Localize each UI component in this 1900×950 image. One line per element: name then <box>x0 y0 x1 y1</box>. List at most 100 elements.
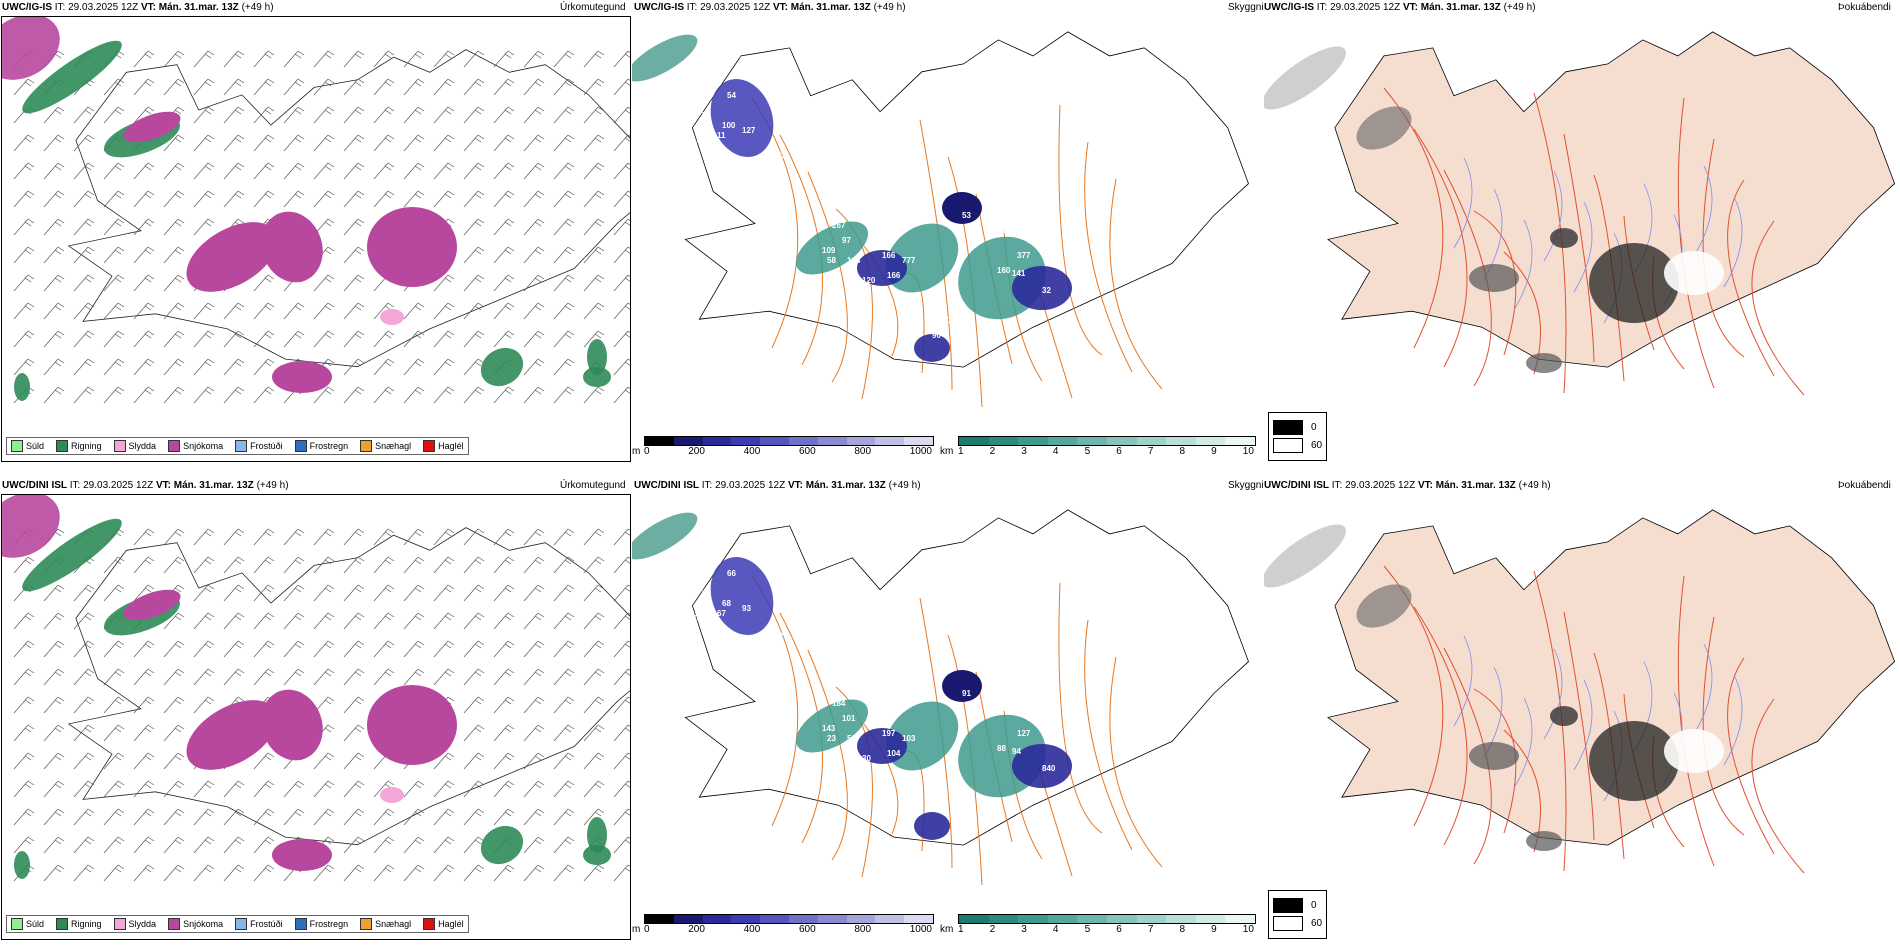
legend-label: Haglél <box>438 919 464 929</box>
panel-variable-label: Þokuábendi <box>1838 480 1891 491</box>
colorbar-ticks: 1 2 3 4 5 6 7 8 9 10 <box>958 924 1254 935</box>
colorbar-tick: 400 <box>743 924 761 935</box>
fog-legend-swatch <box>1273 898 1303 913</box>
fog-index-map <box>1264 31 1896 396</box>
panel-variable-label: Úrkomutegund <box>560 2 626 13</box>
cloud-base-label: 78 <box>702 111 711 120</box>
cloud-base-label: 361 <box>752 171 766 180</box>
legend-item: Haglél <box>423 918 464 930</box>
legend-swatch <box>235 918 248 930</box>
legend-label: Súld <box>26 919 45 929</box>
cloud-base-label: 103 <box>902 734 916 743</box>
cloud-base-label: 673 <box>772 151 786 160</box>
cloud-base-label: 109 <box>822 246 836 255</box>
cloud-visibility-panel: UWC/IG-IS IT: 29.03.2025 12Z VT: Mán. 31… <box>632 0 1264 472</box>
colorbar-unit: m <box>632 924 641 935</box>
legend-label: Súld <box>26 441 45 451</box>
cloud-base-label: 88 <box>997 744 1006 753</box>
cloud-base-label: 840 <box>1042 764 1056 773</box>
colorbar-gradient <box>644 914 934 924</box>
cloud-base-label: 91 <box>962 689 971 698</box>
colorbar-tick: 10 <box>1242 446 1254 457</box>
legend-swatch <box>168 440 181 452</box>
fog-index-panel: UWC/IG-IS IT: 29.03.2025 12Z VT: Mán. 31… <box>1264 0 1900 472</box>
legend-item: Súld <box>11 918 44 930</box>
cloud-base-label: 23 <box>827 734 836 743</box>
cloud-base-label: 377 <box>1017 251 1031 260</box>
legend-swatch <box>235 440 248 452</box>
cloud-base-label: 58 <box>827 256 836 265</box>
legend-swatch <box>113 918 126 930</box>
colorbar-tick: 5 <box>1084 924 1091 935</box>
colorbar-ticks: 0 200 400 600 800 1000 <box>644 446 932 457</box>
colorbar-tick: 5 <box>1084 446 1091 457</box>
colorbar-gradient <box>958 436 1256 446</box>
colorbar-tick: 4 <box>1052 924 1059 935</box>
legend-label: Snæhagl <box>375 919 412 929</box>
legend-item: Frostregn <box>294 440 348 452</box>
legend-swatch <box>168 918 181 930</box>
cloud-base-label: 30 <box>862 754 871 763</box>
fog-legend: 0 60 <box>1268 890 1328 939</box>
colorbar-tick: 4 <box>1052 446 1059 457</box>
legend-item: Frostúði <box>235 918 283 930</box>
fog-index-panel: UWC/DINI ISL IT: 29.03.2025 12Z VT: Mán.… <box>1264 478 1900 950</box>
cloud-base-label: 105 <box>692 136 706 145</box>
cloud-base-label: 120 <box>862 276 876 285</box>
legend-label: Slydda <box>128 919 157 929</box>
panel-title: UWC/DINI ISL IT: 29.03.2025 12Z VT: Mán.… <box>634 480 921 491</box>
cloud-base-label: 166 <box>882 251 896 260</box>
colorbar-tick: 10 <box>1242 924 1254 935</box>
panel-title: UWC/IG-IS IT: 29.03.2025 12Z VT: Mán. 31… <box>1264 2 1536 13</box>
fog-legend-item: 60 <box>1273 916 1322 931</box>
colorbar-unit: km <box>940 924 954 935</box>
precip-type-panel: UWC/IG-IS IT: 29.03.2025 12Z VT: Mán. 31… <box>0 0 632 472</box>
legend-swatch <box>113 440 126 452</box>
cloud-base-label: 143 <box>822 724 836 733</box>
cloud-base-label: 146 <box>1027 236 1041 245</box>
fog-legend-label: 60 <box>1311 918 1323 929</box>
colorbar-gradient <box>644 436 934 446</box>
legend-label: Snæhagl <box>375 441 412 451</box>
colorbar-tick: 400 <box>743 446 761 457</box>
colorbar-tick: 6 <box>1116 924 1122 935</box>
cloud-base-label: 66 <box>727 569 736 578</box>
colorbar-tick: 8 <box>1179 924 1186 935</box>
legend-item: Rigning <box>56 440 102 452</box>
precip-legend: Súld Rigning Slydda Snjókoma Frostúði Frostre… <box>6 437 469 455</box>
panel-title: UWC/DINI ISL IT: 29.03.2025 12Z VT: Mán.… <box>1264 480 1551 491</box>
cloud-base-label: 54 <box>752 649 761 658</box>
cloud-base-label: 53 <box>962 211 971 220</box>
cloud-base-label: 119 <box>727 529 740 538</box>
forecast-row-2: UWC/DINI ISL IT: 29.03.2025 12Z VT: Mán.… <box>0 478 1900 950</box>
legend-swatch <box>423 918 436 930</box>
cloud-base-label: 214 <box>727 51 741 60</box>
legend-label: Rigning <box>71 441 102 451</box>
cloud-base-label: 144 <box>847 256 861 265</box>
panel-variable-label: Skyggni <box>1228 480 1264 491</box>
legend-swatch <box>294 440 307 452</box>
legend-swatch <box>294 918 307 930</box>
legend-item: Snæhagl <box>360 918 411 930</box>
cloud-base-label: 102 <box>942 316 956 325</box>
colorbar-tick: 9 <box>1211 924 1217 935</box>
cloud-base-label: 367 <box>742 161 756 170</box>
colorbar-tick: 600 <box>799 924 816 935</box>
fog-legend-label: 0 <box>1311 900 1317 911</box>
cloud-base-label: 267 <box>832 221 846 230</box>
colorbar-unit: km <box>940 446 954 457</box>
cloud-visibility-panel: UWC/DINI ISL IT: 29.03.2025 12Z VT: Mán.… <box>632 478 1264 950</box>
legend-item: Snjókoma <box>168 918 223 930</box>
legend-label: Frostúði <box>250 919 283 929</box>
legend-item: Frostúði <box>235 440 283 452</box>
fog-legend-label: 60 <box>1311 440 1323 451</box>
cloud-base-label: 68 <box>722 599 731 608</box>
panel-variable-label: Úrkomutegund <box>560 480 626 491</box>
colorbar-tick: 0 <box>644 446 650 457</box>
legend-swatch <box>56 918 69 930</box>
panel-title: UWC/IG-IS IT: 29.03.2025 12Z VT: Mán. 31… <box>634 2 906 13</box>
cloud-base-label: 214 <box>772 629 786 638</box>
legend-item: Snjókoma <box>168 440 223 452</box>
cloud-base-label: 67 <box>717 609 726 618</box>
